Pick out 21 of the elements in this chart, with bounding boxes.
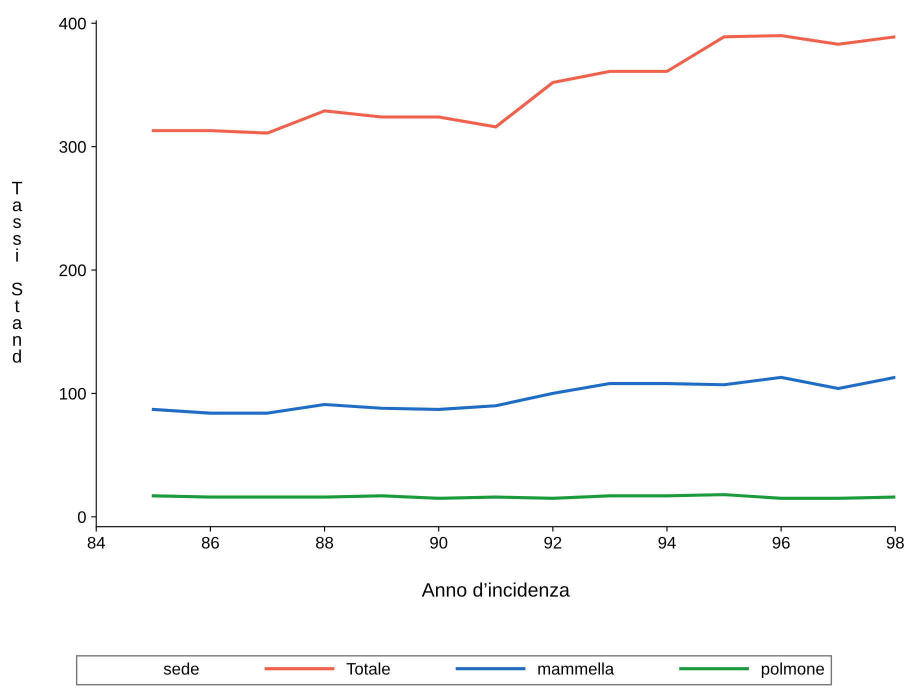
y-tick-label: 100: [60, 388, 86, 400]
x-axis-title: Anno d’incidenza: [422, 582, 570, 597]
line-series: [152, 34, 896, 135]
y-tick-label: 0: [78, 511, 86, 524]
x-tick-label: 98: [886, 536, 904, 549]
legend-title: sede: [164, 662, 199, 675]
x-tick-label: 84: [88, 536, 106, 549]
text: Tassi Stand: [12, 182, 22, 363]
x-tick-label: 86: [202, 536, 219, 549]
legend-label: mammella: [538, 662, 614, 675]
y-tick-label: 400: [59, 18, 86, 30]
x-tick-label: 96: [772, 536, 790, 549]
y-tick-label: 300: [59, 141, 86, 153]
legend-label: polmone: [762, 662, 824, 678]
x-tick-label: 92: [544, 536, 562, 549]
line-series: [152, 376, 896, 415]
x-tick-label: 90: [430, 536, 448, 549]
x-tick-label: 94: [658, 536, 676, 549]
x-tick-label: 88: [316, 536, 334, 549]
y-tick-label: 200: [60, 264, 86, 276]
legend-label: Totale: [346, 662, 390, 675]
